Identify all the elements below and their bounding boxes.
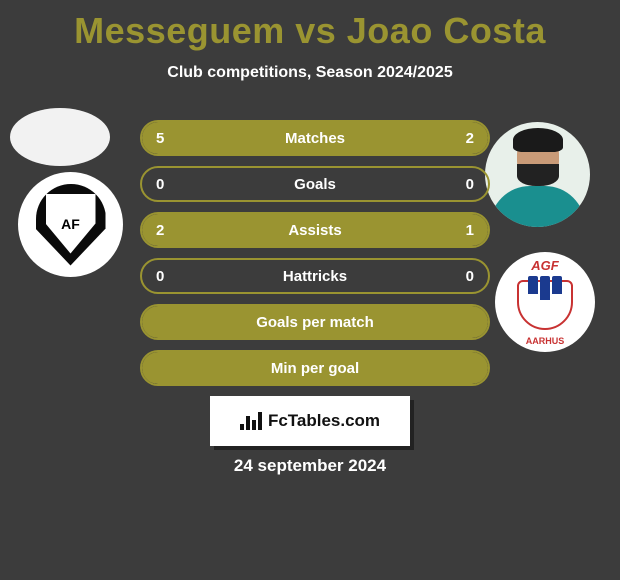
stat-label: Goals xyxy=(182,176,448,193)
stat-row-assists: 2 Assists 1 xyxy=(140,212,490,248)
player-right-club-badge: AGF AARHUS xyxy=(495,252,595,352)
stat-value-left: 2 xyxy=(142,222,182,239)
stat-label: Goals per match xyxy=(142,314,488,331)
stat-label: Assists xyxy=(182,222,448,239)
club-badge-text-top: AGF xyxy=(531,258,558,273)
shield-icon: AF xyxy=(36,184,106,266)
stat-value-right: 1 xyxy=(448,222,488,239)
stat-value-left: 0 xyxy=(142,268,182,285)
stat-label: Matches xyxy=(182,130,448,147)
stats-panel: 5 Matches 2 0 Goals 0 2 Assists 1 0 Hatt… xyxy=(140,120,490,396)
stat-label: Hattricks xyxy=(182,268,448,285)
page-title: Messeguem vs Joao Costa xyxy=(0,0,620,52)
player-right-photo xyxy=(485,122,590,227)
stat-value-left: 5 xyxy=(142,130,182,147)
player-left-club-badge: AF xyxy=(18,172,123,277)
stat-row-matches: 5 Matches 2 xyxy=(140,120,490,156)
stat-row-goals: 0 Goals 0 xyxy=(140,166,490,202)
club-badge-text-bottom: AARHUS xyxy=(526,336,565,346)
stat-value-left: 0 xyxy=(142,176,182,193)
stat-row-goals-per-match: Goals per match xyxy=(140,304,490,340)
stat-row-min-per-goal: Min per goal xyxy=(140,350,490,386)
stat-value-right: 0 xyxy=(448,176,488,193)
site-logo-text: FcTables.com xyxy=(268,411,380,431)
footer-date: 24 september 2024 xyxy=(0,456,620,476)
stat-row-hattricks: 0 Hattricks 0 xyxy=(140,258,490,294)
stat-value-right: 2 xyxy=(448,130,488,147)
bars-icon xyxy=(240,412,262,430)
stat-label: Min per goal xyxy=(142,360,488,377)
player-left-photo xyxy=(10,108,110,166)
stat-value-right: 0 xyxy=(448,268,488,285)
site-logo: FcTables.com xyxy=(210,396,410,446)
subtitle: Club competitions, Season 2024/2025 xyxy=(0,64,620,82)
